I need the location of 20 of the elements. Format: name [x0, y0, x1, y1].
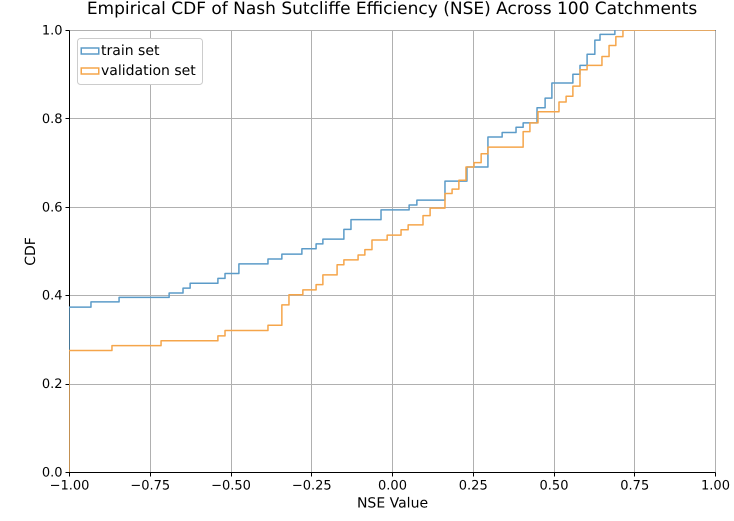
y-tick-label: 0.4	[42, 288, 62, 304]
x-tick-label: −0.25	[292, 478, 332, 494]
x-tick-label: −0.50	[211, 478, 251, 494]
y-tick-label: 0.6	[42, 200, 62, 216]
x-tick-label: 0.75	[620, 478, 650, 494]
x-tick-label: 0.50	[540, 478, 568, 494]
legend-label: validation set	[101, 63, 196, 79]
x-tick-label: −0.75	[130, 478, 170, 494]
y-tick-label: 0.2	[42, 377, 62, 392]
y-tick-label: 1.0	[42, 24, 62, 38]
x-tick-label: −1.00	[50, 478, 90, 494]
legend-label: train set	[101, 43, 160, 59]
x-tick-label: 0.00	[378, 478, 407, 494]
y-tick-label: 0.8	[42, 112, 62, 127]
y-tick-label: 0.0	[42, 466, 62, 480]
y-axis-title: CDF	[22, 237, 39, 266]
chart-title: Empirical CDF of Nash Sutcliffe Efficiency (NSE) Across 100 Catchments	[86, 0, 698, 19]
x-axis-title: NSE Value	[356, 496, 428, 512]
x-tick-label: 1.00	[701, 478, 730, 494]
x-tick-label: 0.25	[458, 478, 488, 494]
